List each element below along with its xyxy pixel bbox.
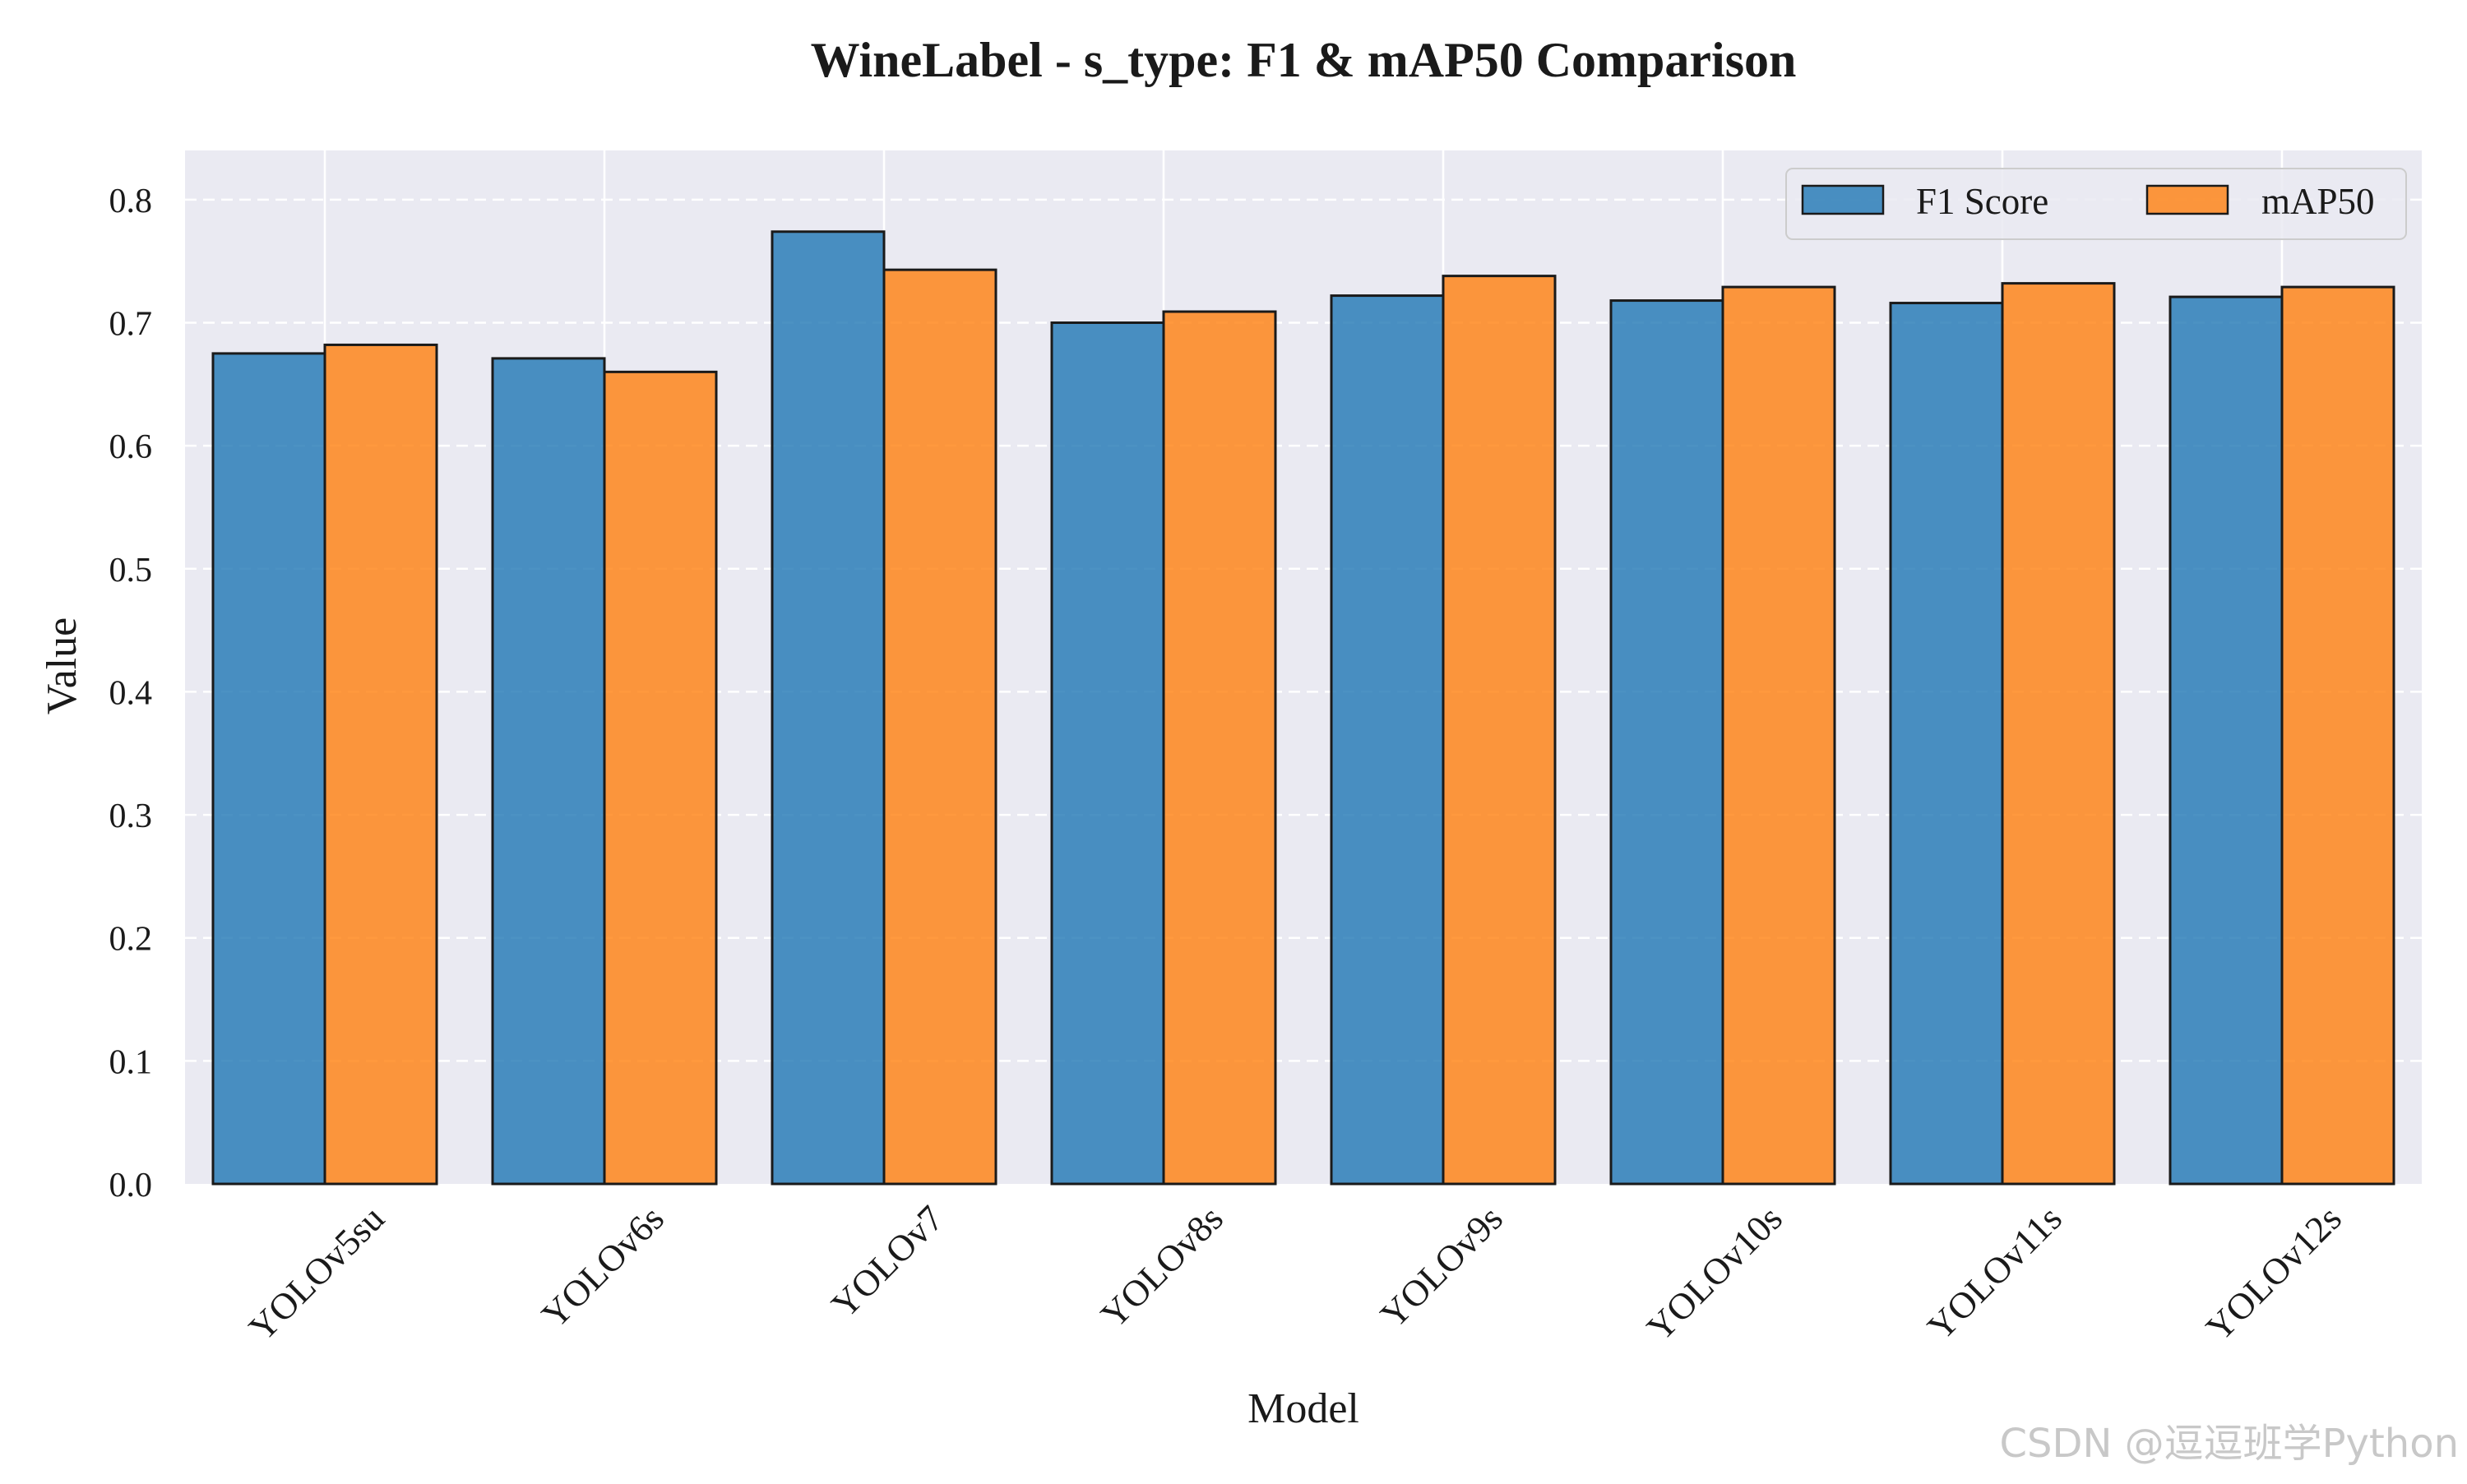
y-tick-label: 0.3	[109, 797, 153, 835]
y-axis-label: Value	[39, 617, 86, 714]
y-tick-label: 0.2	[109, 921, 153, 959]
bar-map50-yolov7	[882, 268, 997, 1186]
bar-f1-yolov6s	[491, 357, 606, 1186]
legend-swatch-f1	[1801, 184, 1885, 215]
x-axis-label: Model	[1247, 1385, 1359, 1432]
bar-f1-yolov12s	[2168, 295, 2284, 1186]
legend: F1 Score mAP50	[1785, 168, 2407, 240]
bar-f1-yolov7	[771, 230, 886, 1186]
legend-swatch-map50	[2145, 184, 2229, 215]
bar-f1-yolov9s	[1330, 294, 1445, 1186]
y-tick-label: 0.6	[109, 428, 153, 466]
bar-f1-yolov11s	[1889, 302, 2004, 1186]
y-tick-label: 0.4	[109, 674, 153, 712]
bar-f1-yolov5su	[211, 352, 326, 1186]
y-tick-label: 0.1	[109, 1043, 153, 1081]
bar-f1-yolov8s	[1050, 321, 1165, 1186]
legend-label-f1: F1 Score	[1916, 181, 2048, 222]
legend-frame	[1785, 168, 2407, 240]
bar-f1-yolov10s	[1609, 299, 1724, 1186]
bar-map50-yolov6s	[603, 370, 718, 1186]
bar-map50-yolov9s	[1442, 275, 1557, 1186]
watermark-text: CSDN @逗逗班学Python	[2000, 1421, 2460, 1467]
bar-map50-yolov8s	[1162, 310, 1277, 1186]
bars	[211, 230, 2395, 1186]
y-tick-label: 0.5	[109, 552, 153, 589]
bar-map50-yolov11s	[2001, 282, 2116, 1186]
y-tick-label: 0.8	[109, 183, 153, 220]
y-tick-label: 0.0	[109, 1167, 153, 1204]
bar-map50-yolov10s	[1721, 285, 1836, 1186]
y-tick-label: 0.7	[109, 306, 153, 344]
bar-map50-yolov12s	[2280, 285, 2395, 1186]
legend-label-map50: mAP50	[2261, 181, 2375, 222]
chart-title: WineLabel - s_type: F1 & mAP50 Compariso…	[811, 33, 1797, 87]
y-axis-ticks: 0.0 0.1 0.2 0.3 0.4 0.5 0.6 0.7 0.8	[109, 183, 153, 1204]
bar-map50-yolov5su	[323, 343, 438, 1186]
